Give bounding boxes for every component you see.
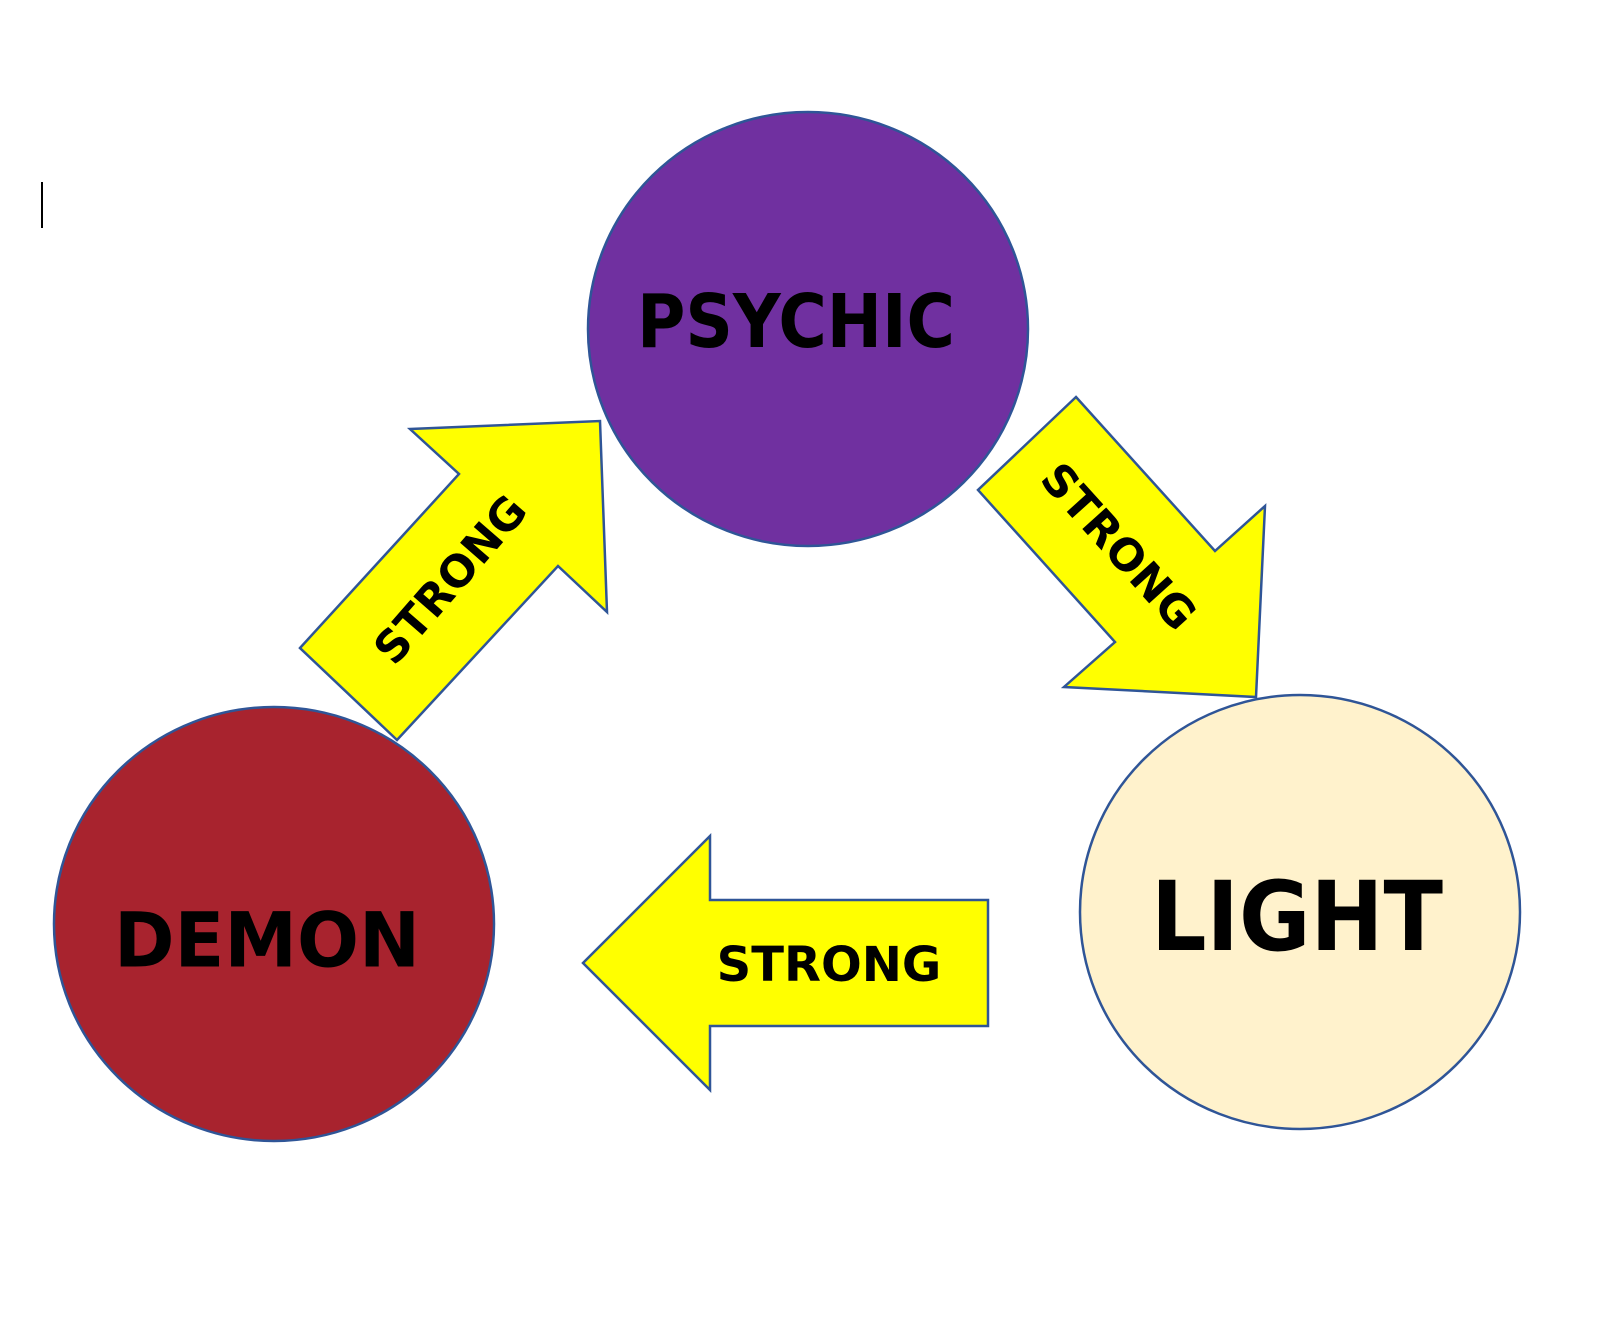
arrow-light-to-demon-label: STRONG bbox=[717, 937, 942, 993]
arrow-light-to-demon-shape bbox=[581, 832, 990, 1094]
light-label: LIGHT bbox=[1151, 861, 1443, 973]
psychic-circle bbox=[586, 110, 1030, 548]
arrow-psychic-to-light-shape bbox=[976, 395, 1267, 699]
demon-node: DEMON bbox=[52, 705, 496, 1143]
text-cursor bbox=[41, 182, 43, 228]
light-node: LIGHT bbox=[1078, 693, 1522, 1131]
demon-circle bbox=[52, 705, 496, 1143]
psychic-node: PSYCHIC bbox=[586, 110, 1030, 548]
demon-label: DEMON bbox=[114, 896, 420, 985]
arrow-demon-to-psychic: STRONG bbox=[298, 419, 609, 742]
psychic-label: PSYCHIC bbox=[637, 279, 955, 365]
arrow-light-to-demon: STRONG bbox=[581, 832, 990, 1094]
arrow-psychic-to-light: STRONG bbox=[976, 395, 1267, 699]
arrow-demon-to-psychic-shape bbox=[298, 419, 609, 742]
light-circle bbox=[1078, 693, 1522, 1131]
